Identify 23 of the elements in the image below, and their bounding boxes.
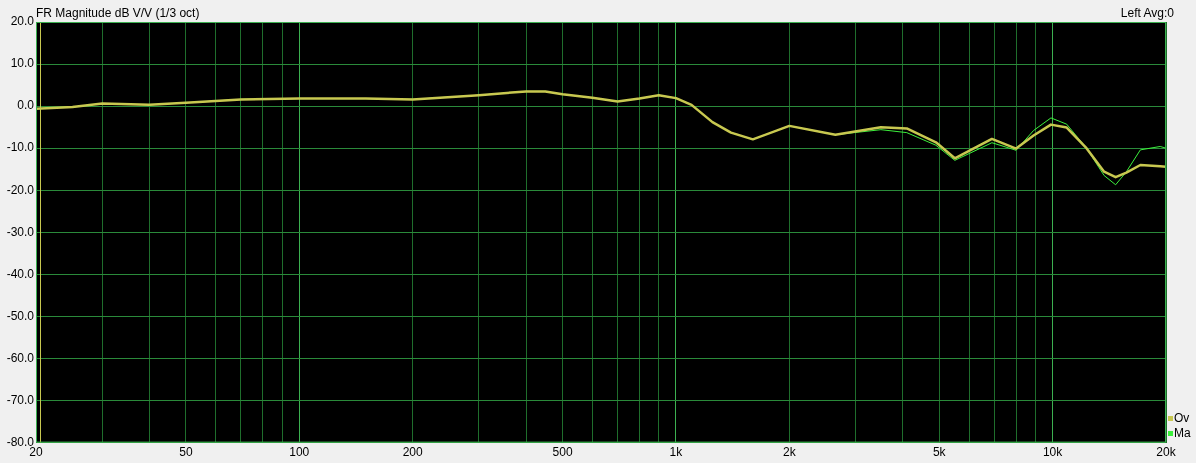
y-tick-label: -60.0 <box>6 350 35 365</box>
y-tick-label: -70.0 <box>6 392 35 407</box>
y-tick-label: -10.0 <box>6 140 35 155</box>
x-tick-label: 200 <box>402 445 423 460</box>
y-tick-label: 0.0 <box>17 98 35 113</box>
x-tick-label: 50 <box>179 445 193 460</box>
x-tick-label: 2k <box>782 445 797 460</box>
text: Left Avg:0 <box>1120 6 1174 20</box>
legend-label: Ma <box>1173 426 1192 441</box>
y-tick-label: -30.0 <box>6 224 35 239</box>
x-tick-label: 5k <box>932 445 947 460</box>
y-tick-label: 10.0 <box>10 56 35 71</box>
x-tick-label: 1k <box>669 445 684 460</box>
y-tick-label: -20.0 <box>6 182 35 197</box>
y-tick-label: -50.0 <box>6 308 35 323</box>
x-tick-label: 100 <box>289 445 310 460</box>
x-tick-label: 20k <box>1156 445 1177 460</box>
x-tick-label: 10k <box>1042 445 1064 460</box>
y-tick-label: -40.0 <box>6 266 35 281</box>
legend-label: Ov <box>1173 411 1191 426</box>
x-tick-label: 500 <box>552 445 573 460</box>
chart-title: FR Magnitude dB V/V (1/3 oct) <box>36 6 200 20</box>
y-tick-label: 20.0 <box>10 14 35 29</box>
